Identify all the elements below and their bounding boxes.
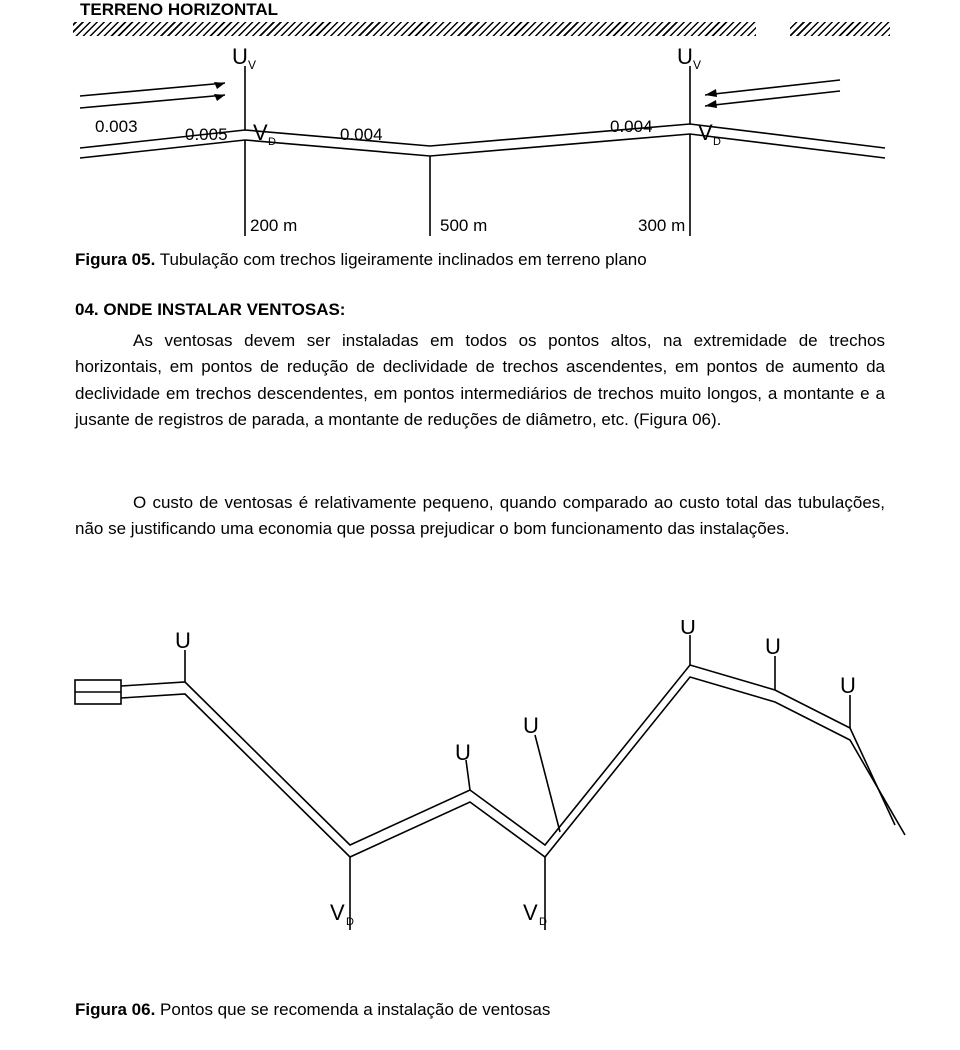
fig06-vd2-sub: D (539, 916, 547, 928)
section-para1: As ventosas devem ser instaladas em todo… (75, 328, 885, 433)
hatch-left (73, 22, 756, 36)
section-para2: O custo de ventosas é relativamente pequ… (75, 490, 885, 543)
section-heading: 04. ONDE INSTALAR VENTOSAS: (75, 300, 885, 320)
slope2: 0.005 (185, 125, 228, 144)
fig05-caption: Figura 05. Tubulação com trechos ligeira… (75, 250, 885, 270)
fig06-vd2-letter: V (523, 900, 538, 925)
vd1-letter: V (253, 120, 268, 145)
uv2-sub: V (693, 58, 701, 72)
slope4: 0.004 (610, 117, 653, 136)
vd1-sub: D (268, 136, 276, 148)
dist1: 200 m (250, 216, 297, 235)
uv2-letter: U (677, 44, 693, 69)
dist3: 300 m (638, 216, 685, 235)
fig06-vd1-sub: D (346, 916, 354, 928)
vd2-sub: D (713, 136, 721, 148)
fig06-vd1-letter: V (330, 900, 345, 925)
slope1: 0.003 (95, 117, 138, 136)
fig06-u5: U (765, 634, 781, 659)
fig06-u4: U (680, 620, 696, 639)
uv1-sub: V (248, 58, 256, 72)
fig05-caption-label: Figura 05. (75, 250, 155, 269)
fig05-svg: U V U V V D V D 0.003 0.005 0.004 0.004 … (0, 36, 960, 251)
fig06-u3: U (523, 713, 539, 738)
section-heading-text: 04. ONDE INSTALAR VENTOSAS: (75, 300, 345, 319)
slope3: 0.004 (340, 125, 383, 144)
fig06-caption: Figura 06. Pontos que se recomenda a ins… (75, 1000, 885, 1020)
uv1-letter: U (232, 44, 248, 69)
fig06-u2: U (455, 740, 471, 765)
dist2: 500 m (440, 216, 487, 235)
fig06-u6: U (840, 673, 856, 698)
fig06-u1: U (175, 628, 191, 653)
fig06-caption-text: Pontos que se recomenda a instalação de … (155, 1000, 550, 1019)
vd2-letter: V (698, 120, 713, 145)
fig06-svg: U U U U U U V D V D (0, 620, 960, 980)
terrain-label: TERRENO HORIZONTAL (80, 0, 278, 20)
fig05-caption-text: Tubulação com trechos ligeiramente incli… (155, 250, 646, 269)
fig06-caption-label: Figura 06. (75, 1000, 155, 1019)
hatch-right (790, 22, 890, 36)
